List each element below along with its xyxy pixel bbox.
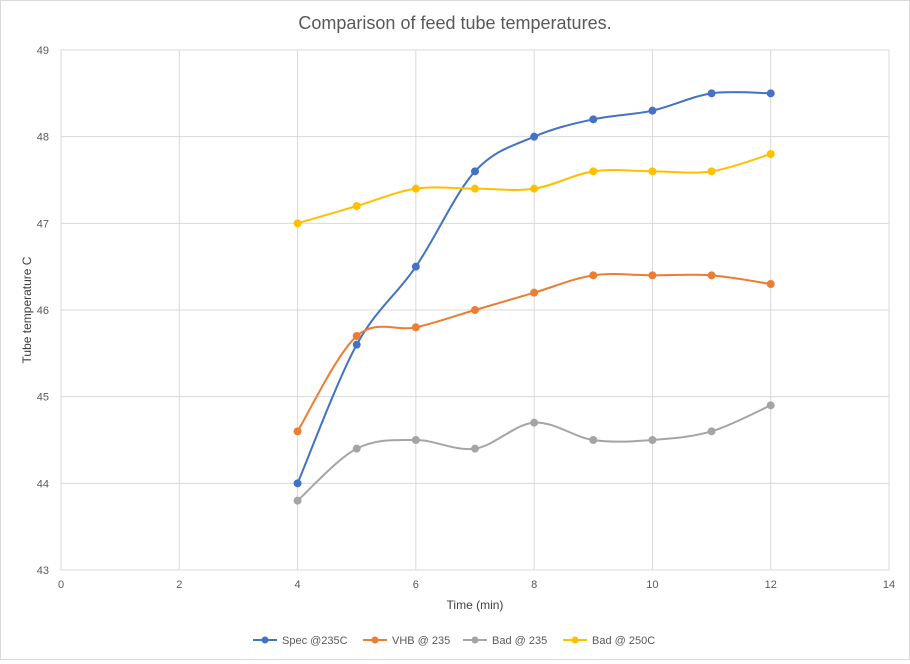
x-tick-label: 14	[883, 579, 895, 591]
data-point-spec-235c	[352, 340, 361, 349]
legend-swatch-marker	[471, 636, 479, 644]
data-point-bad-250c	[411, 184, 420, 193]
data-point-spec-235c	[707, 89, 716, 98]
legend-label: Spec @235C	[282, 635, 348, 647]
legend-item-spec-235c: Spec @235C	[253, 635, 348, 647]
data-point-bad-235	[471, 444, 479, 453]
data-point-vhb-235	[766, 280, 775, 288]
series-markers	[293, 89, 775, 505]
x-tick-label: 4	[295, 579, 301, 591]
data-point-bad-250c	[766, 150, 775, 158]
chart-title: Comparison of feed tube temperatures.	[298, 13, 611, 33]
legend-swatch-marker	[571, 636, 579, 644]
x-tick-label: 2	[176, 579, 182, 591]
data-point-bad-235	[766, 401, 775, 410]
data-point-bad-235	[293, 496, 302, 505]
x-axis-title: Time (min)	[447, 598, 504, 612]
y-tick-label: 43	[37, 565, 49, 577]
data-point-bad-250c	[352, 202, 361, 210]
data-point-vhb-235	[589, 271, 598, 280]
legend-item-bad-250c: Bad @ 250C	[563, 635, 655, 647]
data-point-vhb-235	[471, 306, 479, 314]
data-point-bad-250c	[471, 184, 479, 193]
data-point-spec-235c	[530, 132, 539, 141]
data-point-spec-235c	[766, 89, 775, 98]
data-point-bad-235	[352, 444, 361, 453]
y-tick-label: 47	[37, 218, 49, 230]
legend: Spec @235C VHB @ 235 Bad @ 235 Bad @ 250C	[253, 635, 655, 647]
data-point-spec-235c	[471, 167, 479, 176]
data-point-bad-235	[589, 436, 598, 444]
data-point-vhb-235	[352, 332, 361, 340]
y-tick-label: 48	[37, 132, 49, 144]
x-tick-labels: 0 2 4 6 8 10 12 14	[58, 579, 895, 591]
data-point-bad-235	[530, 418, 539, 427]
x-tick-label: 6	[413, 579, 419, 591]
data-point-bad-235	[648, 436, 657, 444]
data-point-vhb-235	[293, 427, 302, 436]
data-point-bad-250c	[707, 167, 716, 176]
data-point-spec-235c	[411, 262, 420, 271]
legend-label: Bad @ 250C	[592, 635, 655, 647]
data-point-bad-235	[411, 436, 420, 444]
x-tick-label: 12	[765, 579, 777, 591]
y-tick-label: 45	[37, 392, 49, 404]
legend-swatch-marker	[261, 636, 269, 644]
legend-label: Bad @ 235	[492, 635, 547, 647]
x-tick-label: 10	[646, 579, 658, 591]
data-point-bad-250c	[589, 167, 598, 176]
x-tick-label: 0	[58, 579, 64, 591]
data-point-bad-250c	[293, 219, 302, 228]
y-axis-title: Tube temperature C	[20, 256, 34, 363]
data-point-bad-250c	[648, 167, 657, 176]
data-point-spec-235c	[648, 106, 657, 115]
legend-item-vhb-235: VHB @ 235	[363, 635, 450, 647]
x-tick-label: 8	[531, 579, 537, 591]
data-point-vhb-235	[707, 271, 716, 280]
y-tick-label: 44	[37, 478, 49, 490]
legend-item-bad-235: Bad @ 235	[463, 635, 547, 647]
data-point-vhb-235	[648, 271, 657, 280]
data-point-spec-235c	[293, 479, 302, 488]
y-tick-label: 49	[37, 45, 49, 57]
y-tick-labels: 43 44 45 46 47 48 49	[37, 45, 49, 577]
data-point-vhb-235	[411, 323, 420, 332]
legend-label: VHB @ 235	[392, 635, 450, 647]
y-tick-label: 46	[37, 305, 49, 317]
data-point-bad-250c	[530, 184, 539, 193]
legend-swatch-marker	[371, 636, 379, 644]
data-point-vhb-235	[530, 288, 539, 297]
data-point-spec-235c	[589, 115, 598, 124]
data-point-bad-235	[707, 427, 716, 436]
